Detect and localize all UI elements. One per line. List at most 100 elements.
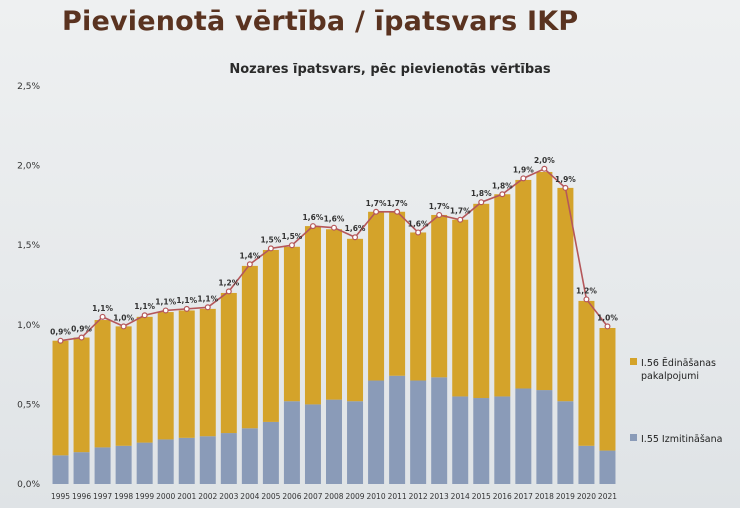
data-label: 1,8% — [471, 189, 492, 198]
bar-edinasana — [220, 292, 237, 434]
y-tick-label: 0,5% — [17, 400, 40, 410]
y-tick-label: 2,0% — [17, 162, 40, 172]
bar-edinasana — [94, 320, 111, 448]
total-point — [225, 288, 232, 295]
y-tick-label: 1,0% — [17, 321, 40, 331]
bar-edinasana — [515, 179, 532, 389]
data-label: 1,9% — [555, 175, 576, 184]
x-tick-label: 2002 — [198, 492, 217, 501]
bar-edinasana — [347, 238, 364, 402]
bar-edinasana — [115, 326, 132, 446]
bar-edinasana — [410, 232, 427, 381]
data-label: 1,2% — [576, 286, 597, 295]
data-label: 1,5% — [260, 235, 281, 244]
bar-izmitinasana — [410, 380, 427, 484]
total-point — [183, 305, 190, 312]
y-tick-label: 2,5% — [17, 82, 40, 92]
total-point — [288, 242, 295, 249]
y-tick-label: 0,0% — [17, 480, 40, 490]
total-point — [267, 245, 274, 252]
bar-izmitinasana — [347, 401, 364, 484]
total-point — [141, 312, 148, 319]
data-label: 1,6% — [303, 213, 324, 222]
total-point — [583, 296, 590, 303]
bar-edinasana — [326, 229, 342, 400]
bar-edinasana — [452, 219, 469, 397]
x-tick-label: 2009 — [345, 492, 364, 501]
data-label: 1,0% — [597, 313, 618, 322]
total-point — [541, 165, 548, 172]
bar-izmitinasana — [241, 428, 258, 484]
total-point — [415, 229, 422, 236]
bar-izmitinasana — [199, 436, 216, 484]
bar-izmitinasana — [283, 401, 300, 484]
data-label: 1,1% — [176, 296, 197, 305]
bar-izmitinasana — [578, 445, 595, 484]
chart-title: Nozares īpatsvars, pēc pievienotās vērtī… — [229, 62, 551, 77]
bar-edinasana — [389, 211, 406, 376]
page-title: Pievienotā vērtība / īpatsvars IKP — [62, 6, 579, 37]
bar-edinasana — [578, 300, 595, 446]
bar-izmitinasana — [73, 452, 90, 484]
x-tick-label: 2016 — [493, 492, 512, 501]
x-tick-label: 1995 — [51, 492, 70, 501]
data-label: 1,2% — [218, 278, 239, 287]
total-point — [604, 323, 611, 330]
bar-izmitinasana — [494, 396, 511, 484]
data-label: 1,7% — [387, 199, 408, 208]
total-point — [352, 234, 359, 241]
x-tick-label: 2013 — [430, 492, 449, 501]
data-label: 0,9% — [50, 328, 71, 337]
total-point — [457, 216, 464, 223]
bar-izmitinasana — [304, 404, 321, 484]
total-point — [394, 208, 401, 215]
bar-izmitinasana — [368, 380, 385, 484]
bar-izmitinasana — [94, 447, 111, 484]
data-label: 1,7% — [366, 199, 387, 208]
x-tick-label: 2000 — [156, 492, 175, 501]
x-tick-label: 2018 — [535, 492, 554, 501]
bar-izmitinasana — [178, 437, 195, 484]
bar-edinasana — [157, 312, 174, 440]
bar-izmitinasana — [452, 396, 469, 484]
total-point — [520, 175, 527, 182]
bar-edinasana — [241, 265, 258, 429]
legend-swatch-edinasana — [630, 358, 637, 365]
data-label: 1,1% — [155, 297, 176, 306]
x-tick-label: 2015 — [472, 492, 491, 501]
total-point — [57, 337, 64, 344]
x-tick-label: 1998 — [114, 492, 133, 501]
x-tick-label: 2011 — [388, 492, 407, 501]
bar-edinasana — [283, 246, 300, 402]
bar-edinasana — [262, 249, 279, 422]
data-label: 1,9% — [513, 165, 534, 174]
x-tick-label: 2001 — [177, 492, 196, 501]
legend-swatch-izmitinasana — [630, 434, 637, 441]
bar-edinasana — [431, 214, 448, 378]
bar-izmitinasana — [157, 439, 174, 484]
data-label: 1,6% — [324, 215, 345, 224]
bar-edinasana — [73, 337, 90, 453]
total-point — [478, 199, 485, 206]
data-label: 1,5% — [282, 232, 303, 241]
bar-izmitinasana — [536, 390, 553, 484]
x-tick-label: 1999 — [135, 492, 154, 501]
total-point — [162, 307, 169, 314]
x-tick-label: 2021 — [598, 492, 617, 501]
x-tick-label: 2017 — [514, 492, 533, 501]
x-tick-label: 2012 — [409, 492, 428, 501]
bar-izmitinasana — [262, 421, 279, 484]
x-tick-label: 2010 — [367, 492, 386, 501]
data-label: 0,9% — [71, 325, 92, 334]
data-label: 1,1% — [92, 304, 113, 313]
bar-edinasana — [178, 310, 195, 438]
total-point — [331, 224, 338, 231]
x-tick-label: 2005 — [261, 492, 280, 501]
bar-edinasana — [304, 226, 321, 405]
data-label: 1,7% — [450, 207, 471, 216]
data-label: 1,6% — [408, 219, 429, 228]
bar-edinasana — [136, 316, 153, 443]
data-label: 1,0% — [113, 313, 134, 322]
